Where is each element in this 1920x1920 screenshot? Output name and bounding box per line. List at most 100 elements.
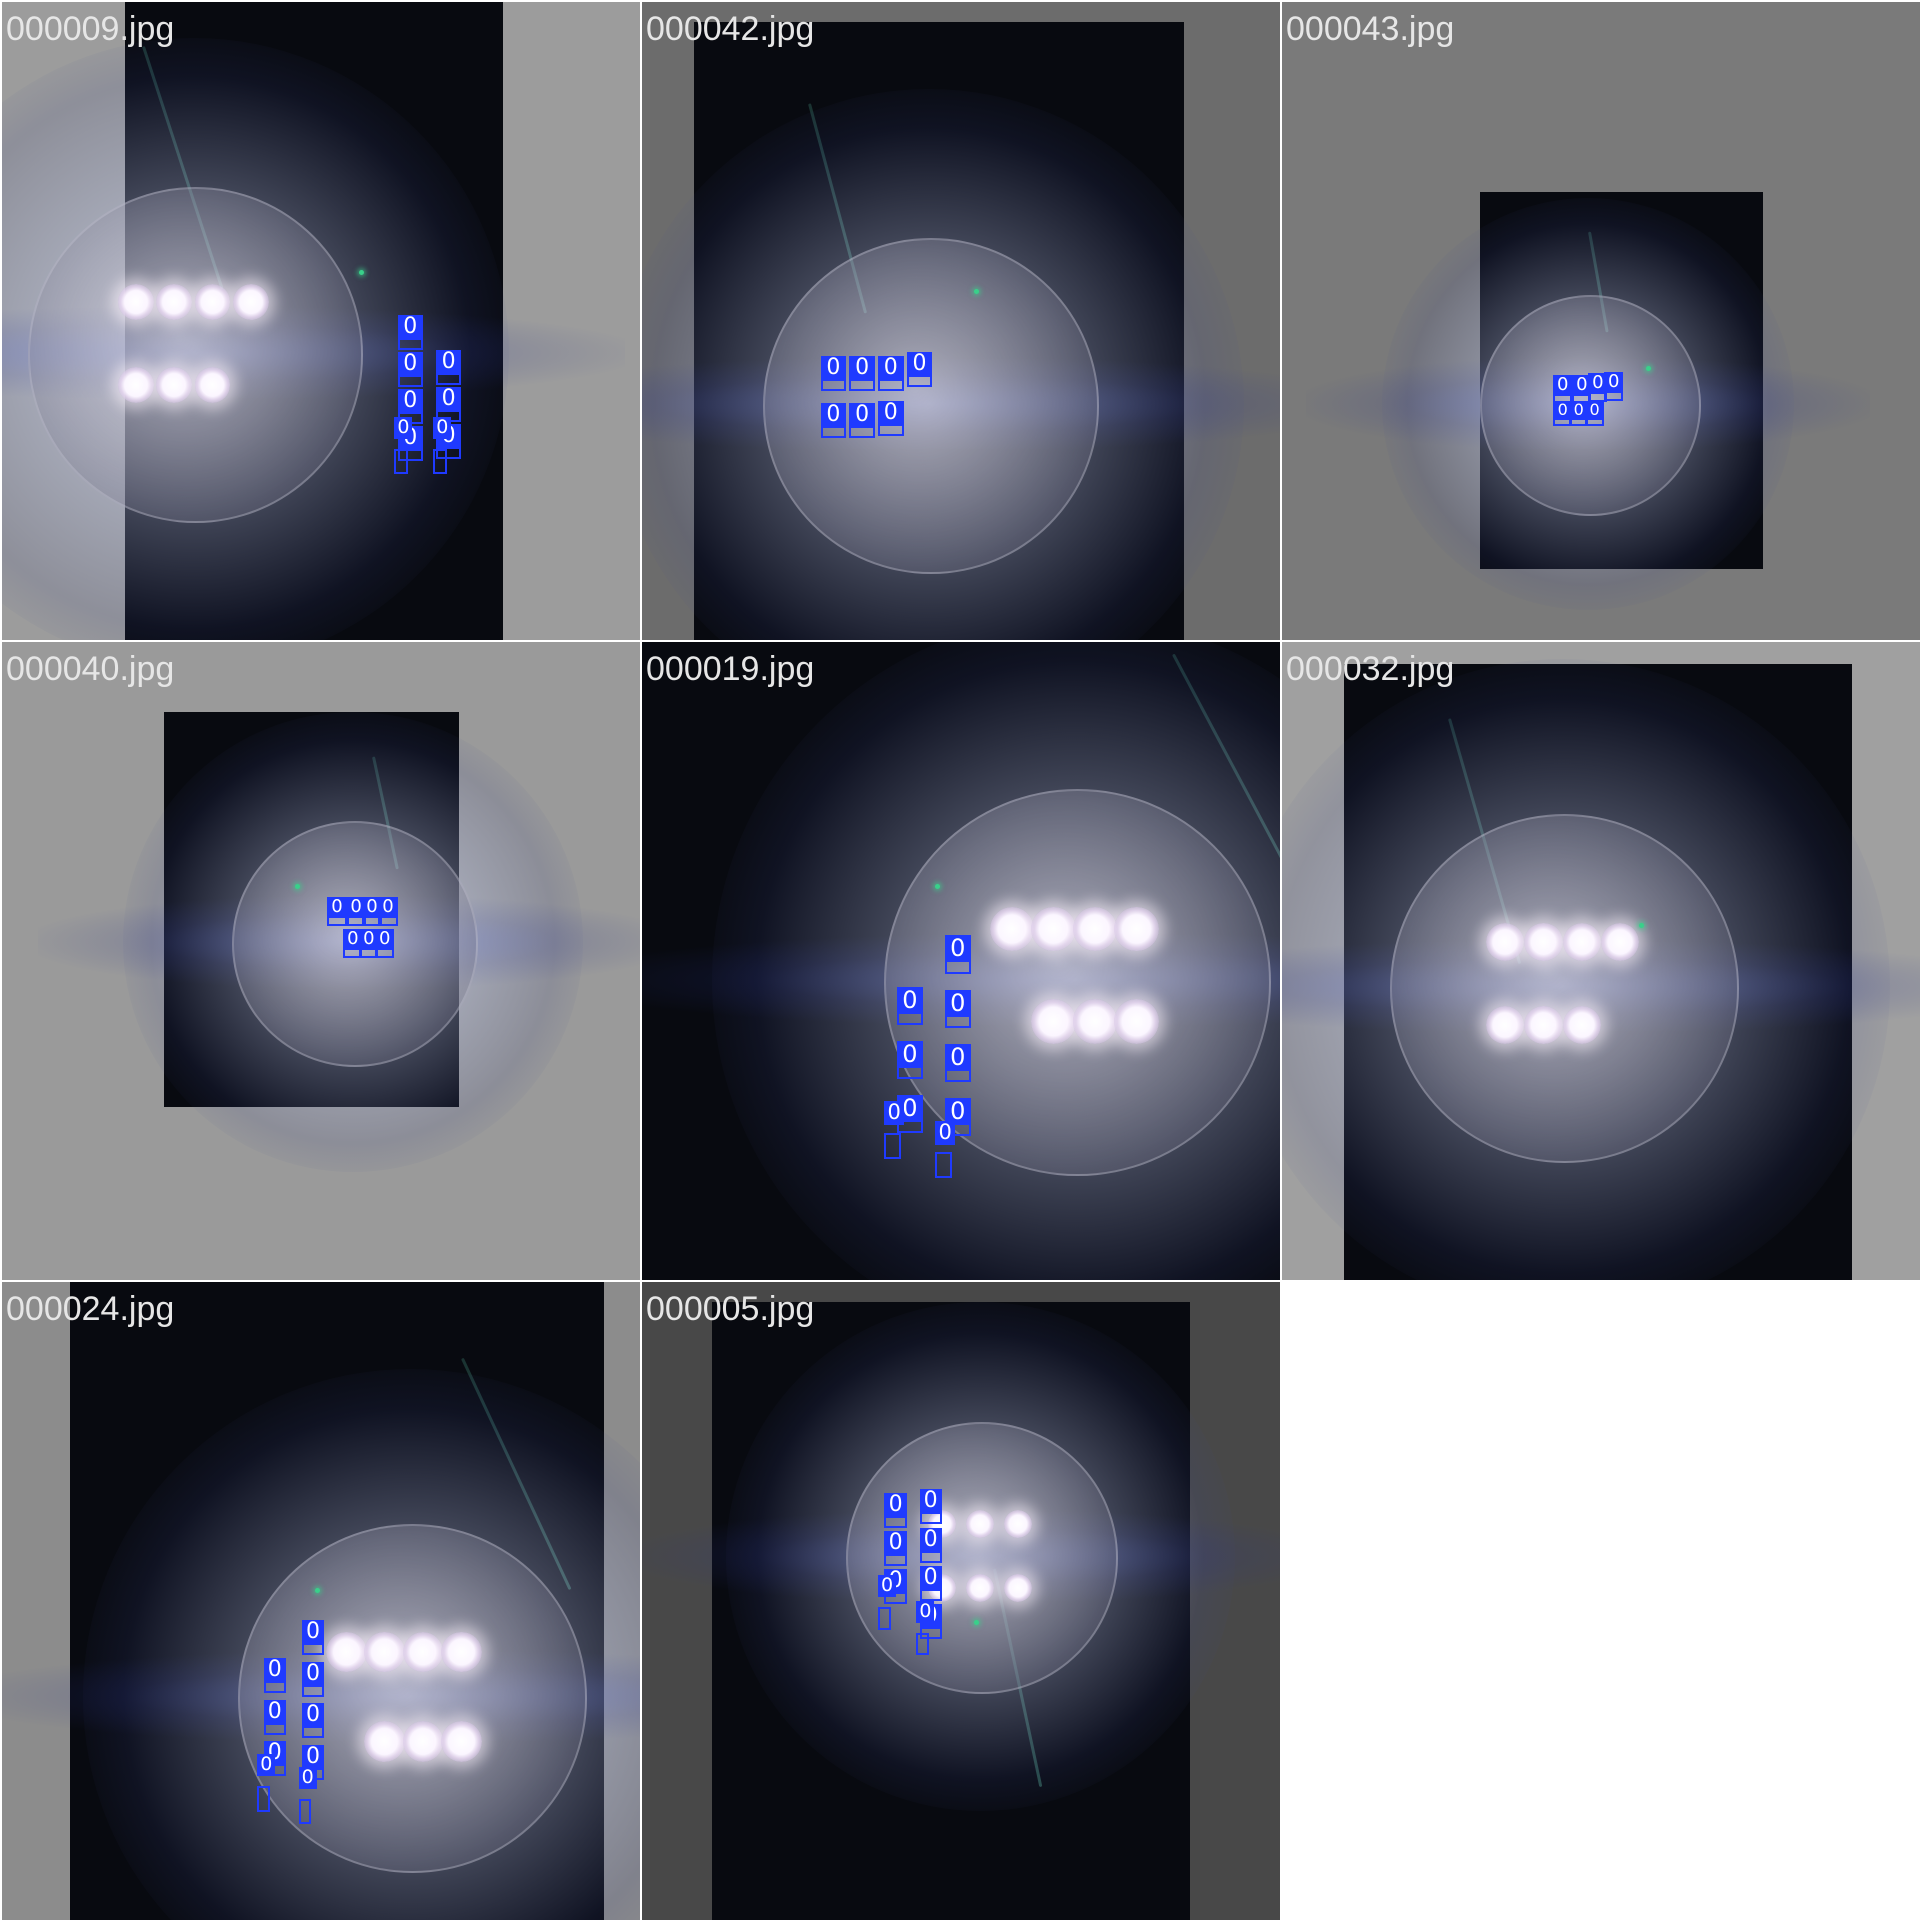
detection-label: 0 — [397, 314, 424, 340]
led-light — [966, 1574, 995, 1603]
detection-label: 0 — [301, 1620, 325, 1646]
detection-box — [884, 1133, 902, 1159]
tile-filename: 000019.jpg — [646, 650, 815, 688]
detection-label: 0 — [897, 986, 923, 1014]
mosaic-tile: 000032.jpg — [1282, 642, 1920, 1280]
led-light — [156, 283, 193, 320]
detection-label: 0 — [435, 386, 462, 412]
led-light — [1031, 906, 1076, 952]
led-light — [1004, 1510, 1033, 1539]
led-light — [966, 1510, 995, 1539]
detection-label: 0 — [916, 1601, 935, 1623]
led-light — [1524, 1005, 1563, 1044]
led-board — [27, 187, 364, 523]
detection-label: 0 — [878, 400, 904, 426]
detection-label: 0 — [945, 1043, 971, 1071]
led-light — [1562, 1005, 1601, 1044]
detection-box — [935, 1152, 953, 1178]
detection-label: 0 — [301, 1703, 325, 1729]
led-light — [1524, 922, 1563, 961]
green-speck — [1639, 922, 1645, 928]
detection-label: 0 — [884, 1530, 907, 1556]
mosaic-tile: 000000000000009.jpg — [2, 2, 640, 640]
detection-label: 0 — [433, 416, 452, 439]
led-light — [1486, 922, 1525, 961]
led-light — [194, 283, 231, 320]
detection-label: 0 — [394, 416, 413, 439]
detection-label: 0 — [359, 929, 379, 951]
detection-label: 0 — [298, 1766, 317, 1789]
tile-filename: 000042.jpg — [646, 10, 815, 48]
detection-label: 0 — [878, 356, 904, 382]
detection-label: 0 — [343, 929, 363, 951]
detection-label: 0 — [820, 356, 847, 382]
detection-label: 0 — [263, 1658, 286, 1684]
detection-box — [298, 1798, 312, 1825]
led-light — [1072, 906, 1118, 952]
detection-label: 0 — [935, 1120, 955, 1145]
detection-label: 0 — [362, 897, 382, 919]
detection-label: 0 — [945, 989, 971, 1017]
led-light — [402, 1631, 444, 1673]
detection-label: 0 — [397, 388, 424, 414]
led-light — [232, 283, 269, 320]
mosaic-tile: 0 0 0 0 0 0 0 0 0 000024.jpg — [2, 1282, 640, 1920]
detection-label: 0 — [878, 1575, 897, 1598]
led-light — [440, 1720, 482, 1762]
tile-filename: 000024.jpg — [6, 1290, 175, 1328]
green-speck — [314, 1588, 320, 1594]
detection-label: 0 — [327, 897, 347, 919]
led-board — [238, 1524, 587, 1873]
green-speck — [935, 884, 941, 890]
empty-cell — [1282, 1282, 1920, 1920]
detection-label: 0 — [945, 935, 971, 963]
detection-label: 0 — [301, 1744, 325, 1770]
led-light — [118, 366, 154, 403]
detection-label: 0 — [257, 1754, 276, 1777]
tile-filename: 000009.jpg — [6, 10, 175, 48]
detection-box — [878, 1607, 891, 1630]
detection-label: 0 — [1585, 400, 1605, 420]
detection-label: 0 — [919, 1565, 942, 1591]
detection-label: 0 — [884, 1101, 904, 1126]
led-board — [884, 788, 1272, 1176]
detection-label: 0 — [884, 1492, 907, 1518]
green-speck — [973, 1620, 979, 1626]
led-light — [364, 1720, 406, 1762]
detection-label: 0 — [1569, 400, 1589, 420]
green-speck — [359, 269, 365, 275]
detection-label: 0 — [378, 897, 398, 919]
detection-label: 0 — [1604, 372, 1624, 394]
detection-label: 0 — [435, 349, 462, 375]
detection-label: 0 — [906, 351, 933, 377]
detection-label: 0 — [849, 402, 875, 428]
led-light — [1562, 922, 1601, 961]
detection-label: 0 — [1553, 400, 1573, 420]
detection-box — [433, 448, 448, 475]
led-light — [1072, 999, 1118, 1044]
detection-label: 0 — [1572, 375, 1592, 397]
detection-label: 0 — [1553, 375, 1573, 397]
detection-label: 0 — [1588, 373, 1608, 395]
green-speck — [295, 884, 301, 890]
tile-filename: 000005.jpg — [646, 1290, 815, 1328]
led-light — [1031, 999, 1076, 1044]
led-board — [846, 1422, 1119, 1695]
detection-label: 0 — [820, 402, 847, 428]
led-board — [1390, 814, 1739, 1163]
led-light — [1114, 999, 1159, 1044]
led-light — [194, 366, 231, 403]
detection-label: 0 — [346, 897, 366, 919]
led-light — [118, 283, 154, 320]
detection-box — [916, 1632, 930, 1656]
detection-label: 0 — [897, 1040, 923, 1068]
detection-label: 0 — [919, 1489, 942, 1515]
led-light — [156, 366, 193, 403]
tile-filename: 000040.jpg — [6, 650, 175, 688]
detection-label: 0 — [375, 929, 395, 951]
detection-label: 0 — [301, 1661, 325, 1687]
detection-label: 0 — [849, 356, 875, 382]
led-light — [1601, 922, 1640, 961]
led-light — [440, 1631, 482, 1673]
led-light — [989, 906, 1035, 952]
